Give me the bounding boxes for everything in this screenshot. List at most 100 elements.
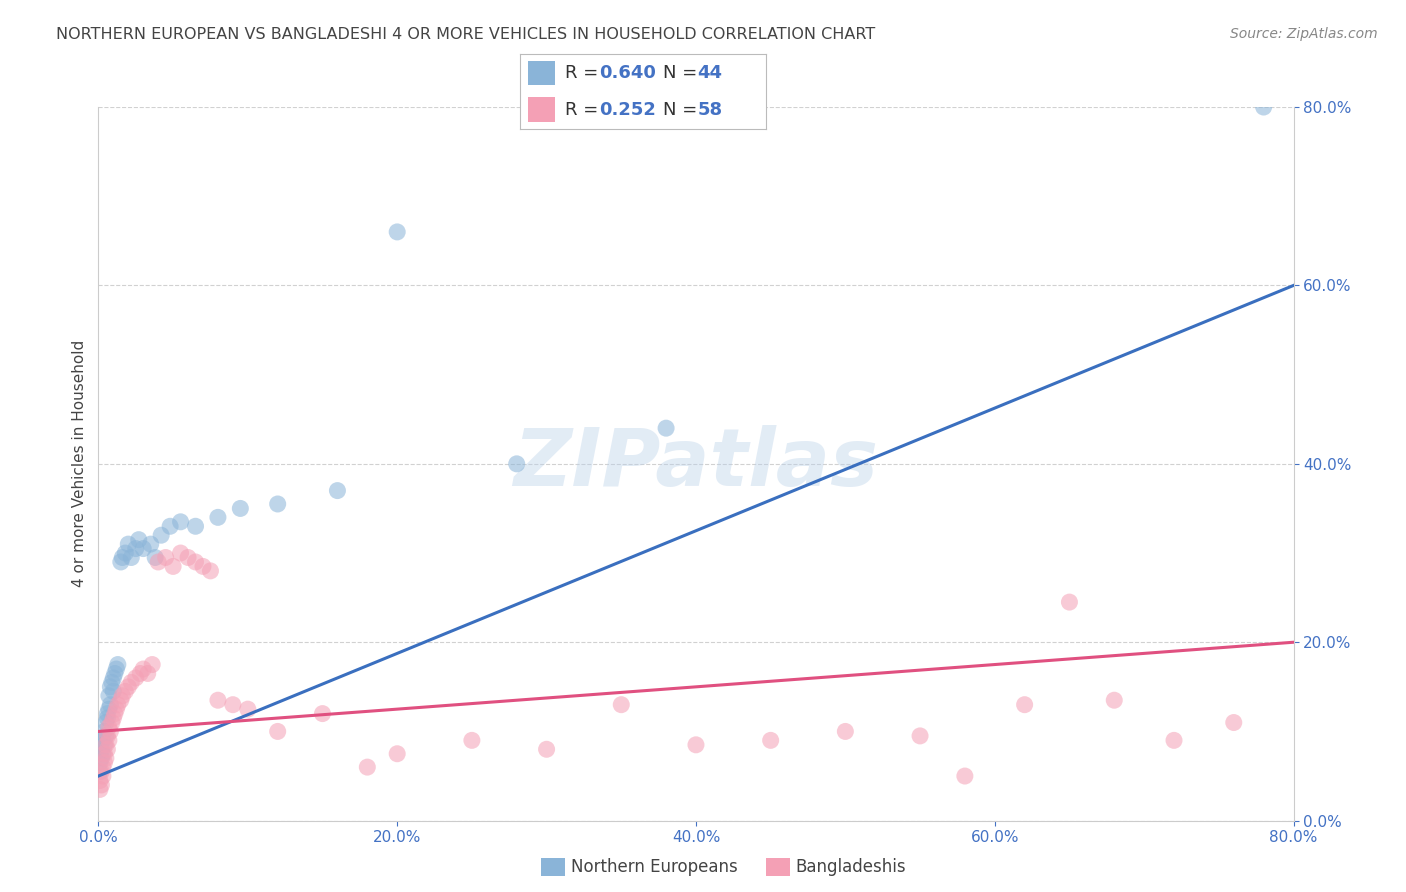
Point [97, 733, 120, 747]
Text: NORTHERN EUROPEAN VS BANGLADESHI 4 OR MORE VEHICLES IN HOUSEHOLD CORRELATION CHA: NORTHERN EUROPEAN VS BANGLADESHI 4 OR MO… [56, 27, 876, 42]
Point [103, 711, 125, 725]
Point [125, 671, 148, 685]
Point [89, 764, 111, 779]
Point [267, 724, 290, 739]
Text: Source: ZipAtlas.com: Source: ZipAtlas.com [1230, 27, 1378, 41]
Point [128, 533, 150, 547]
Point [97, 720, 120, 734]
Point [97, 689, 120, 703]
Text: 0.252: 0.252 [599, 101, 655, 119]
Point [98, 680, 122, 694]
Point [96, 711, 118, 725]
Point [159, 519, 181, 533]
Text: 0.640: 0.640 [599, 64, 655, 82]
Point [536, 742, 558, 756]
Point [155, 550, 177, 565]
Point [101, 715, 124, 730]
Point [97, 702, 120, 716]
Point [110, 555, 132, 569]
Point [1104, 693, 1126, 707]
Text: N =: N = [662, 101, 703, 119]
Point [162, 559, 184, 574]
Point [104, 706, 127, 721]
Point [90, 764, 112, 779]
Point [148, 555, 170, 569]
Point [143, 550, 166, 565]
Point [908, 729, 931, 743]
Point [200, 564, 222, 578]
Point [1223, 715, 1246, 730]
Point [953, 769, 976, 783]
Point [834, 724, 856, 739]
Point [96, 706, 118, 721]
Point [177, 550, 200, 565]
Bar [527, 62, 554, 86]
Point [1253, 100, 1275, 114]
Point [93, 738, 115, 752]
Point [94, 715, 117, 730]
Point [236, 702, 259, 716]
Point [685, 738, 707, 752]
Point [105, 702, 128, 716]
Point [101, 675, 124, 690]
Point [120, 550, 142, 565]
Point [207, 693, 229, 707]
Point [93, 747, 115, 761]
Point [655, 421, 678, 435]
Point [132, 662, 155, 676]
Point [150, 528, 173, 542]
Point [91, 747, 114, 761]
Text: Bangladeshis: Bangladeshis [796, 858, 907, 876]
Point [169, 546, 191, 560]
Point [107, 657, 129, 672]
Point [267, 497, 290, 511]
Point [311, 706, 333, 721]
Point [104, 666, 127, 681]
Point [107, 698, 129, 712]
Point [385, 225, 409, 239]
Point [169, 515, 191, 529]
Point [222, 698, 245, 712]
Point [129, 666, 152, 681]
Point [120, 675, 142, 690]
Point [326, 483, 349, 498]
Point [89, 756, 111, 770]
Point [96, 729, 118, 743]
Point [125, 541, 148, 556]
Point [94, 729, 117, 743]
Point [117, 537, 139, 551]
Text: R =: R = [565, 101, 603, 119]
Point [132, 541, 155, 556]
Point [184, 519, 207, 533]
Point [98, 724, 122, 739]
Point [98, 698, 122, 712]
Point [191, 559, 214, 574]
Point [207, 510, 229, 524]
Point [91, 769, 114, 783]
Point [90, 778, 112, 792]
Y-axis label: 4 or more Vehicles in Household: 4 or more Vehicles in Household [72, 340, 87, 588]
Point [385, 747, 409, 761]
Point [89, 773, 111, 788]
Point [105, 662, 128, 676]
Point [111, 550, 134, 565]
Point [1163, 733, 1185, 747]
Text: 44: 44 [697, 64, 723, 82]
Point [91, 760, 114, 774]
Bar [527, 97, 554, 122]
Text: N =: N = [662, 64, 703, 82]
Point [139, 537, 162, 551]
Text: 58: 58 [697, 101, 723, 119]
Point [90, 751, 112, 765]
Point [89, 782, 111, 797]
Point [356, 760, 378, 774]
Point [136, 666, 159, 681]
Point [93, 724, 115, 739]
Point [110, 693, 132, 707]
Point [1059, 595, 1081, 609]
Point [610, 698, 633, 712]
Point [103, 684, 125, 698]
Point [93, 756, 115, 770]
Text: R =: R = [565, 64, 603, 82]
Point [184, 555, 207, 569]
